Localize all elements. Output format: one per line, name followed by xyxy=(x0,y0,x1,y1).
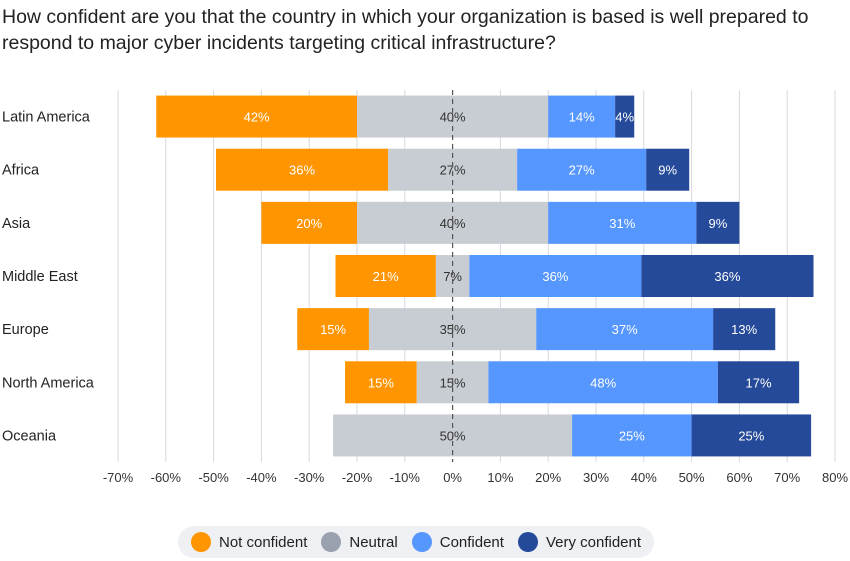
bar-very-confident xyxy=(717,361,800,404)
data-label: 4% xyxy=(615,110,634,125)
bar-very-confident xyxy=(646,148,690,191)
category-label: Oceania xyxy=(2,428,57,444)
legend-item: Not confident xyxy=(190,532,308,552)
data-label: 40% xyxy=(440,216,466,231)
x-tick-label: -30% xyxy=(294,470,325,485)
data-label: 15% xyxy=(320,322,346,337)
data-label: 9% xyxy=(658,163,677,178)
category-label: North America xyxy=(2,375,95,391)
x-tick-label: 60% xyxy=(726,470,752,485)
chart-title: How confident are you that the country i… xyxy=(2,6,809,54)
data-label: 25% xyxy=(619,428,645,443)
legend-label: Confident xyxy=(439,533,504,551)
x-tick-label: 80% xyxy=(822,470,848,485)
data-label: 20% xyxy=(296,216,322,231)
category-label: Asia xyxy=(2,216,31,232)
legend: Not confident Neutral Confident Very confid… xyxy=(178,526,654,558)
bar-not-confident xyxy=(345,361,417,404)
data-label: 35% xyxy=(440,322,466,337)
bar-not-confident xyxy=(297,308,369,351)
x-tick-label: -70% xyxy=(103,470,134,485)
x-tick-label: 30% xyxy=(583,470,609,485)
x-tick-label: -60% xyxy=(151,470,182,485)
data-label: 42% xyxy=(244,110,270,125)
category-label: Latin America xyxy=(2,110,91,126)
legend-label: Neutral xyxy=(349,533,398,551)
data-label: 31% xyxy=(609,216,635,231)
legend-swatch xyxy=(517,532,538,552)
bar-confident xyxy=(536,308,714,351)
data-label: 48% xyxy=(590,375,616,390)
bar-confident xyxy=(548,201,697,244)
data-label: 14% xyxy=(569,110,595,125)
bar-confident xyxy=(572,414,692,457)
data-label: 15% xyxy=(368,375,394,390)
category-label: Europe xyxy=(2,322,49,338)
legend-item: Very confident xyxy=(517,532,642,552)
bar-very-confident xyxy=(691,414,812,457)
bar-confident xyxy=(548,95,616,138)
category-label: Middle East xyxy=(2,269,78,285)
legend-swatch xyxy=(411,532,432,552)
x-tick-label: -50% xyxy=(198,470,229,485)
legend-item: Confident xyxy=(411,532,504,552)
data-label: 7% xyxy=(443,269,462,284)
x-tick-label: 70% xyxy=(774,470,800,485)
x-tick-label: 50% xyxy=(679,470,705,485)
data-label: 27% xyxy=(569,163,595,178)
x-tick-label: -10% xyxy=(390,470,421,485)
bar-not-confident xyxy=(215,148,389,191)
x-tick-label: 20% xyxy=(535,470,561,485)
data-label: 36% xyxy=(714,269,740,284)
bar-not-confident xyxy=(261,201,357,244)
data-label: 9% xyxy=(708,216,727,231)
x-tick-label: -20% xyxy=(342,470,373,485)
data-label: 13% xyxy=(731,322,757,337)
data-label: 37% xyxy=(612,322,638,337)
legend-label: Not confident xyxy=(218,533,308,551)
legend-swatch xyxy=(190,532,211,552)
bar-not-confident xyxy=(335,255,436,297)
x-tick-label: 10% xyxy=(487,470,513,485)
data-label: 17% xyxy=(746,375,772,390)
x-tick-label: 40% xyxy=(631,470,657,485)
legend-swatch xyxy=(321,532,342,552)
x-tick-label: -40% xyxy=(246,470,277,485)
bar-not-confident xyxy=(156,95,357,138)
bar-very-confident xyxy=(641,255,814,297)
bar-very-confident xyxy=(713,308,776,351)
data-label: 21% xyxy=(373,269,399,284)
data-label: 36% xyxy=(289,163,315,178)
legend-item: Neutral xyxy=(321,532,398,552)
bar-confident xyxy=(517,148,647,191)
bar-confident xyxy=(488,361,718,404)
bar-confident xyxy=(469,255,642,297)
category-label: Africa xyxy=(2,163,40,179)
data-label: 36% xyxy=(542,269,568,284)
bar-very-confident xyxy=(615,95,635,138)
data-label: 25% xyxy=(738,428,764,443)
data-label: 27% xyxy=(440,163,466,178)
legend-label: Very confident xyxy=(545,533,642,551)
x-tick-label: 0% xyxy=(443,470,462,485)
bar-very-confident xyxy=(696,201,740,244)
